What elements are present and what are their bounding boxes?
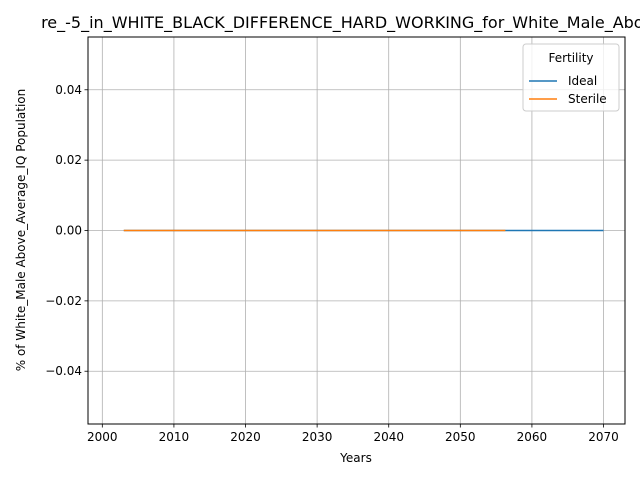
x-tick-label: 2060 [517,430,548,444]
legend-items: Ideal Sterile [529,74,607,106]
x-tick-label: 2010 [159,430,190,444]
x-tick-label: 2000 [87,430,118,444]
x-tick-label: 2030 [302,430,333,444]
x-axis-label: Years [339,451,372,465]
chart-title: re_-5_in_WHITE_BLACK_DIFFERENCE_HARD_WOR… [41,13,640,33]
y-tick-label: −0.02 [45,294,82,308]
x-tick-label: 2070 [588,430,619,444]
y-tick-label: 0.00 [55,224,82,238]
legend: Fertility Ideal Sterile [522,43,620,112]
x-tick-label: 2040 [373,430,404,444]
x-tick-label: 2020 [230,430,261,444]
legend-label-ideal: Ideal [568,74,597,88]
y-tick-label: 0.04 [55,83,82,97]
y-tick-label: 0.02 [55,153,82,167]
legend-title: Fertility [548,51,593,65]
x-tick-label: 2050 [445,430,476,444]
y-axis-ticks: −0.04 −0.02 0.00 0.02 0.04 [45,83,88,378]
legend-box [522,43,620,112]
y-axis-label: % of White_Male Above_Average_IQ Populat… [14,89,28,372]
legend-label-sterile: Sterile [568,92,607,106]
y-tick-label: −0.04 [45,364,82,378]
x-axis-ticks: 2000 2010 2020 2030 2040 2050 2060 2070 [87,424,619,444]
